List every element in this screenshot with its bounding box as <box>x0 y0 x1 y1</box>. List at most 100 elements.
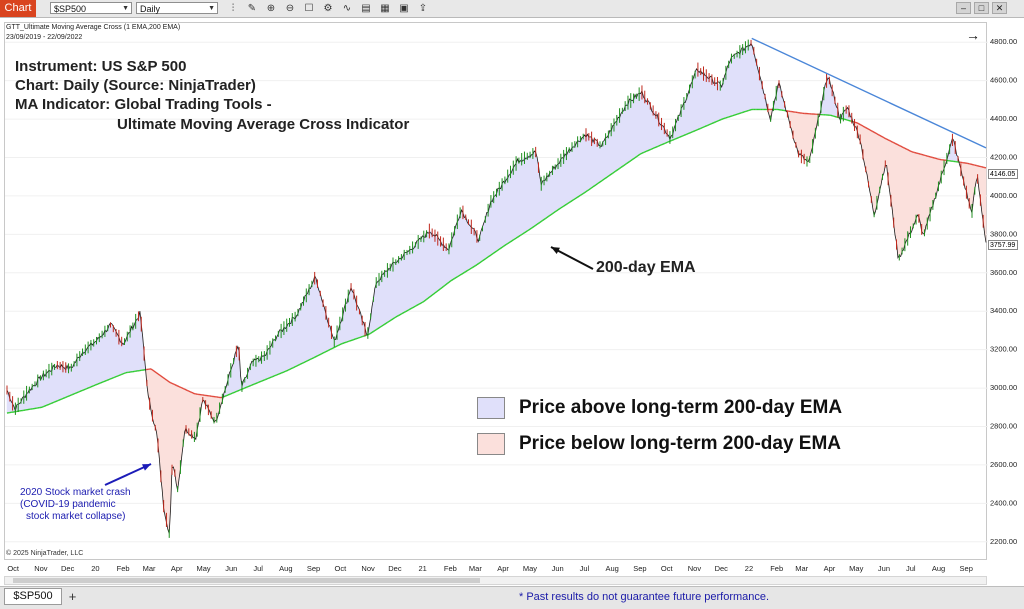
chart-scrollbar[interactable] <box>4 576 987 585</box>
ema200-segment <box>457 276 458 277</box>
ema200-segment <box>579 195 580 196</box>
x-tick-label: Jul <box>580 564 590 573</box>
ema200-segment <box>909 150 910 151</box>
ema200-segment <box>874 132 875 133</box>
instrument-selector[interactable]: $SP500 ▼ <box>50 2 132 14</box>
ema200-segment <box>702 127 703 128</box>
ema200-segment <box>578 196 579 197</box>
ema200-segment <box>182 388 183 389</box>
arrow-right-icon[interactable]: → <box>966 27 980 43</box>
interval-selector[interactable]: Daily ▼ <box>136 2 218 14</box>
close-button[interactable]: ✕ <box>992 2 1007 14</box>
ema200-segment <box>905 148 906 149</box>
ema200-segment <box>283 372 284 373</box>
ema200-segment <box>336 346 337 347</box>
ema200-segment <box>638 155 639 156</box>
ema200-segment <box>688 133 689 134</box>
properties-icon[interactable]: ☐ <box>302 2 316 15</box>
ema200-segment <box>106 380 107 381</box>
ema200-segment <box>331 348 332 349</box>
ema200-segment <box>249 386 250 387</box>
ema200-segment <box>586 191 587 192</box>
ema200-segment <box>253 384 254 385</box>
ema200-segment <box>303 362 304 363</box>
ema200-segment <box>536 224 537 225</box>
ema200-segment <box>159 375 160 376</box>
ema200-segment <box>903 148 904 149</box>
y-tick-label: 4400.00 <box>990 114 1017 123</box>
minimize-button[interactable]: – <box>956 2 971 14</box>
add-tab-icon[interactable]: + <box>66 590 79 603</box>
ema200-segment <box>192 392 193 393</box>
ema200-segment <box>490 255 491 256</box>
ema200-segment <box>108 379 109 380</box>
ema200-segment <box>403 312 404 313</box>
x-tick-label: Aug <box>605 564 618 573</box>
ema200-segment <box>301 363 302 364</box>
ema200-segment <box>592 187 593 188</box>
ema200-segment <box>617 169 618 170</box>
zoom-in-icon[interactable]: ⊕ <box>264 2 278 15</box>
ema200-segment <box>573 199 574 200</box>
ema200-segment <box>290 369 291 370</box>
zoom-out-icon[interactable]: ⊖ <box>283 2 297 15</box>
tab-sp500[interactable]: $SP500 <box>4 588 62 605</box>
x-tick-label: May <box>849 564 863 573</box>
scrollbar-thumb[interactable] <box>13 578 480 583</box>
ema200-segment <box>494 252 495 253</box>
ema200-segment <box>99 383 100 384</box>
ema200-segment <box>513 239 514 240</box>
drawing-tool-icon[interactable]: ✎ <box>245 2 259 15</box>
ema200-segment <box>650 149 651 150</box>
ema200-segment <box>604 178 605 179</box>
ema200-segment <box>522 234 523 235</box>
ema200-segment <box>436 291 437 292</box>
bar-type-icon[interactable]: ⫶ <box>226 2 240 15</box>
x-tick-label: Dec <box>715 564 729 573</box>
ema200-segment <box>652 148 653 149</box>
ema200-segment <box>473 266 474 267</box>
maximize-button[interactable]: □ <box>974 2 989 14</box>
ema200-segment <box>628 162 629 163</box>
chart-window-tab[interactable]: Chart <box>0 0 36 17</box>
ema200-segment <box>478 263 479 264</box>
ema200-segment <box>587 190 588 191</box>
ema200-segment <box>534 225 535 226</box>
data-box-icon[interactable]: ▦ <box>378 2 392 15</box>
ema200-segment <box>401 313 402 314</box>
ema200-segment <box>116 376 117 377</box>
ema200-segment <box>95 385 96 386</box>
ema200-segment <box>187 390 188 391</box>
ema200-segment <box>59 400 60 401</box>
ema200-segment <box>459 275 460 276</box>
ema200-segment <box>862 125 863 126</box>
ema200-segment <box>864 127 865 128</box>
indicators-icon[interactable]: ∿ <box>340 2 354 15</box>
ema200-segment <box>456 277 457 278</box>
ema200-segment <box>467 270 468 271</box>
ema200-segment <box>503 245 504 246</box>
ema200-segment <box>239 390 240 391</box>
ema200-segment <box>632 159 633 160</box>
ema200-segment <box>338 345 339 346</box>
ema200-segment <box>674 139 675 140</box>
strategies-icon[interactable]: ⚙ <box>321 2 335 15</box>
ema200-segment <box>618 168 619 169</box>
ema200-segment <box>49 404 50 405</box>
ema200-segment <box>414 306 415 307</box>
ema200-segment <box>487 257 488 258</box>
ema200-segment <box>641 153 642 154</box>
ema200-segment <box>481 261 482 262</box>
ema200-segment <box>399 315 400 316</box>
ema200-segment <box>330 349 331 350</box>
templates-icon[interactable]: ▤ <box>359 2 373 15</box>
ema200-segment <box>485 258 486 259</box>
chart-trader-icon[interactable]: ▣ <box>397 2 411 15</box>
share-icon[interactable]: ⇪ <box>416 2 430 15</box>
ema200-segment <box>705 126 706 127</box>
ema200-segment <box>434 293 435 294</box>
ema200-segment <box>680 137 681 138</box>
